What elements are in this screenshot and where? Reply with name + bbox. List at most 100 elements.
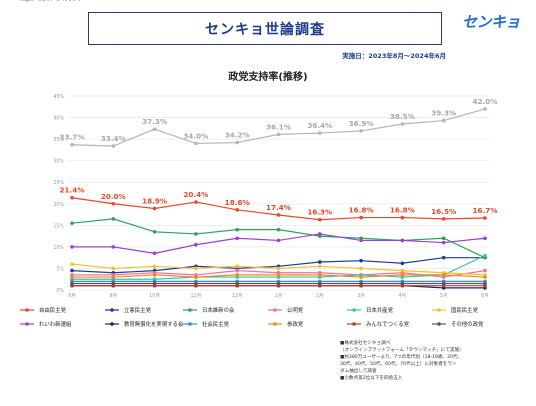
data-point bbox=[152, 251, 157, 256]
legend-label: 日本維新の会 bbox=[202, 306, 235, 314]
data-label: 36.9% bbox=[349, 119, 374, 128]
data-point bbox=[276, 227, 281, 232]
data-point bbox=[194, 242, 198, 247]
data-point bbox=[235, 227, 239, 232]
note-line: ■株式会社センキョ調べ bbox=[340, 341, 391, 346]
data-point bbox=[70, 268, 74, 273]
legend-label: 日本共産党 bbox=[366, 306, 394, 314]
data-point bbox=[441, 255, 446, 260]
data-label: 33.7% bbox=[60, 133, 85, 142]
data-label: 34.0% bbox=[183, 131, 208, 140]
data-point bbox=[152, 281, 157, 286]
data-point bbox=[194, 275, 198, 279]
data-point bbox=[276, 132, 281, 137]
legend-swatch-dot bbox=[352, 322, 356, 326]
legend-swatch-dot bbox=[25, 0, 29, 2]
legend-label: れいわ新選組 bbox=[39, 320, 72, 328]
data-label: 17.4% bbox=[266, 203, 291, 212]
note-line: （オンラインプラットフォーム「タウンマッチ」にて実施） bbox=[340, 348, 464, 353]
data-point bbox=[111, 266, 116, 271]
y-tick-label: 40% bbox=[53, 116, 64, 122]
data-point bbox=[152, 206, 157, 211]
data-point bbox=[194, 200, 198, 204]
y-tick-label: 35% bbox=[53, 137, 64, 143]
y-tick-label: 20% bbox=[53, 202, 64, 208]
data-point bbox=[400, 273, 405, 277]
data-point bbox=[441, 217, 446, 221]
data-point bbox=[359, 281, 363, 286]
data-point bbox=[152, 230, 157, 234]
legend-label: 教育無償化を実現する会 bbox=[124, 320, 184, 328]
data-point bbox=[194, 232, 198, 236]
data-point bbox=[152, 127, 157, 131]
data-point bbox=[483, 281, 487, 286]
legend-swatch-dot bbox=[25, 322, 29, 326]
data-label: 16.8% bbox=[390, 206, 415, 215]
data-point bbox=[441, 240, 446, 245]
legend-swatch-dot bbox=[437, 308, 441, 312]
x-tick-label: 10月 bbox=[149, 293, 160, 299]
data-point bbox=[235, 236, 239, 241]
data-point bbox=[235, 273, 239, 277]
y-tick-label: 30% bbox=[53, 159, 64, 165]
y-tick-label: 45% bbox=[53, 94, 64, 100]
data-point bbox=[441, 281, 446, 286]
data-point bbox=[359, 238, 363, 243]
y-tick-label: 25% bbox=[53, 180, 64, 186]
data-point bbox=[276, 281, 281, 286]
data-point bbox=[318, 232, 322, 236]
data-point bbox=[400, 261, 405, 266]
data-point bbox=[318, 273, 322, 277]
note-line: ■小数点第2位以下を四捨五入 bbox=[340, 376, 403, 381]
page-title: センキョ世論調査 bbox=[88, 12, 442, 45]
data-point bbox=[318, 217, 322, 222]
data-label: 16.5% bbox=[431, 207, 456, 216]
senkyo-logo: センキョ bbox=[461, 12, 521, 31]
data-point bbox=[235, 268, 239, 273]
data-label: 36.1% bbox=[266, 122, 291, 131]
data-point bbox=[400, 238, 405, 243]
legend-label: みんなでつくる党 bbox=[366, 320, 410, 328]
data-point bbox=[276, 273, 281, 277]
x-tick-label: 8月 bbox=[68, 293, 76, 299]
survey-note: ■株式会社センキョ調べ （オンラインプラットフォーム「タウンマッチ」にて実施） ■約… bbox=[340, 340, 530, 382]
data-point bbox=[441, 118, 446, 123]
data-point bbox=[400, 215, 405, 220]
data-point bbox=[483, 268, 487, 273]
data-point bbox=[111, 201, 116, 206]
note-line: ■約380万ユーザーより、7つの年代別（18-19歳、20代、 bbox=[340, 355, 463, 360]
legend-swatch-dot bbox=[25, 308, 29, 312]
legend-label: その他の政党 bbox=[451, 320, 484, 328]
data-point bbox=[318, 264, 322, 269]
legend-label: 自由民主党 bbox=[39, 306, 67, 314]
data-point bbox=[276, 238, 281, 243]
data-label: 18.6% bbox=[225, 198, 250, 207]
data-point bbox=[359, 258, 363, 263]
x-tick-label: 4月 bbox=[398, 293, 406, 299]
series-line-7 bbox=[72, 233, 486, 254]
legend-swatch-dot bbox=[273, 308, 277, 312]
legend-swatch-dot bbox=[188, 322, 192, 326]
data-label: 18.9% bbox=[142, 197, 167, 206]
x-tick-label: 2月 bbox=[316, 293, 324, 299]
data-point bbox=[70, 221, 74, 225]
data-label: 38.5% bbox=[390, 112, 415, 121]
data-point bbox=[359, 129, 363, 133]
data-point bbox=[111, 275, 116, 279]
data-point bbox=[276, 266, 281, 271]
legend-swatch-dot bbox=[437, 322, 441, 326]
data-point bbox=[359, 266, 363, 271]
data-point bbox=[111, 245, 116, 249]
data-label: 20.4% bbox=[183, 190, 208, 199]
y-tick-label: 0% bbox=[56, 288, 64, 294]
data-point bbox=[70, 262, 74, 266]
data-point bbox=[194, 141, 198, 146]
legend-swatch-dot bbox=[188, 308, 192, 312]
data-point bbox=[359, 215, 363, 220]
x-tick-label: 9月 bbox=[109, 293, 117, 299]
data-label: 42.0% bbox=[473, 97, 498, 106]
x-tick-label: 6月 bbox=[481, 293, 489, 299]
data-point bbox=[152, 264, 157, 269]
data-point bbox=[235, 208, 239, 212]
data-point bbox=[70, 281, 74, 286]
